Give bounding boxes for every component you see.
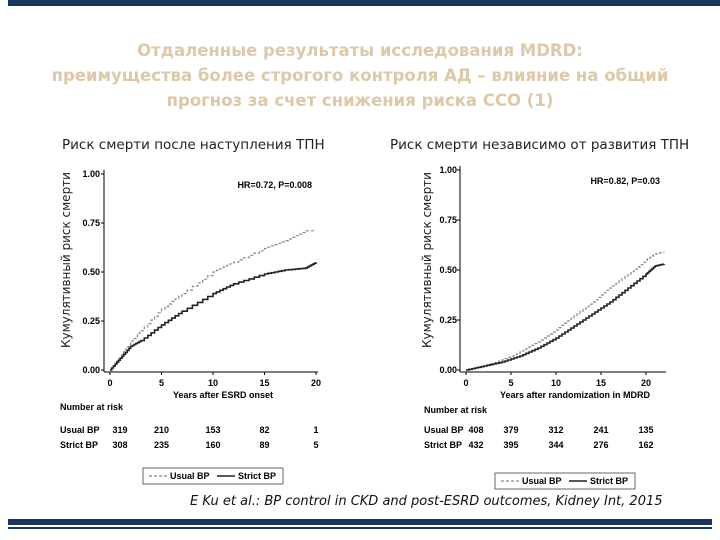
y-tick-label: 0.50	[82, 267, 100, 277]
risk-row-label: Usual BP	[424, 425, 464, 435]
risk-value: 1	[313, 425, 318, 435]
x-tick-label: 20	[641, 378, 651, 388]
usual-bp-curve	[466, 251, 665, 371]
risk-value: 162	[638, 440, 653, 450]
chart-1-title: Риск смерти после наступления ТПН	[62, 137, 325, 153]
x-axis-label: Years after ESRD onset	[173, 390, 273, 400]
slide-title: Отдаленные результаты исследования MDRD:…	[0, 38, 720, 113]
risk-value: 408	[468, 425, 483, 435]
usual-bp-curve	[110, 230, 316, 371]
risk-value: 319	[112, 425, 127, 435]
hr-annotation: HR=0.82, P=0.03	[590, 176, 660, 186]
risk-table-header: Number at risk	[60, 402, 124, 412]
risk-value: 432	[468, 440, 483, 450]
legend-strict-label: Strict BP	[590, 476, 628, 486]
legend-strict-label: Strict BP	[238, 471, 276, 481]
y-tick-label: 0.50	[439, 265, 457, 275]
x-tick-label: 10	[208, 378, 218, 388]
citation: E Ku et al.: BP control in CKD and post-…	[190, 494, 663, 509]
y-tick-label: 1.00	[439, 165, 457, 175]
risk-row-label: Strict BP	[424, 440, 462, 450]
legend-box	[142, 467, 284, 485]
x-axis-label: Years after randomization in MDRD	[500, 390, 651, 400]
risk-row-label: Strict BP	[60, 440, 98, 450]
chart-2-title: Риск смерти независимо от развития ТПН	[390, 137, 690, 153]
risk-value: 153	[205, 425, 220, 435]
title-line-3: прогноз за счет снижения риска ССО (1)	[166, 91, 554, 110]
x-tick-label: 10	[551, 378, 561, 388]
risk-value: 235	[154, 440, 169, 450]
y-tick-label: 1.00	[82, 169, 100, 179]
bottom-accent-bar	[8, 519, 712, 525]
strict-bp-curve	[466, 263, 665, 371]
risk-value: 89	[259, 440, 269, 450]
x-tick-label: 15	[596, 378, 606, 388]
title-line-1: Отдаленные результаты исследования MDRD:	[137, 41, 583, 60]
risk-row-label: Usual BP	[60, 425, 100, 435]
risk-value: 312	[548, 425, 563, 435]
risk-table-header: Number at risk	[424, 405, 488, 415]
y-tick-label: 0.00	[82, 365, 100, 375]
risk-value: 344	[548, 440, 563, 450]
y-tick-label: 0.00	[439, 365, 457, 375]
title-line-2: преимущества более строгого контроля АД …	[51, 66, 669, 85]
risk-value: 5	[313, 440, 318, 450]
risk-value: 379	[503, 425, 518, 435]
bottom-accent-line	[8, 527, 712, 529]
risk-value: 135	[638, 425, 653, 435]
x-tick-label: 15	[259, 378, 269, 388]
hr-annotation: HR=0.72, P=0.008	[237, 180, 312, 190]
strict-bp-curve	[110, 262, 317, 371]
y-tick-label: 0.75	[82, 218, 100, 228]
risk-value: 210	[154, 425, 169, 435]
y-tick-label: 0.25	[439, 315, 457, 325]
risk-value: 276	[593, 440, 608, 450]
x-tick-label: 0	[463, 378, 468, 388]
risk-value: 82	[259, 425, 269, 435]
legend-box	[494, 472, 636, 490]
x-tick-label: 5	[159, 378, 164, 388]
chart-2: 0.00 0.25 0.50 0.75 1.00 0 5 10 15 20 Years after …	[424, 165, 666, 490]
y-tick-label: 0.75	[439, 215, 457, 225]
legend-usual-label: Usual BP	[522, 476, 562, 486]
x-tick-label: 0	[107, 378, 112, 388]
top-accent-bar	[8, 0, 720, 6]
risk-value: 241	[593, 425, 608, 435]
y-tick-label: 0.25	[82, 316, 100, 326]
risk-value: 308	[112, 440, 127, 450]
x-tick-label: 5	[508, 378, 513, 388]
x-tick-label: 20	[311, 378, 321, 388]
risk-value: 395	[503, 440, 518, 450]
risk-value: 160	[205, 440, 220, 450]
legend-usual-label: Usual BP	[170, 471, 210, 481]
